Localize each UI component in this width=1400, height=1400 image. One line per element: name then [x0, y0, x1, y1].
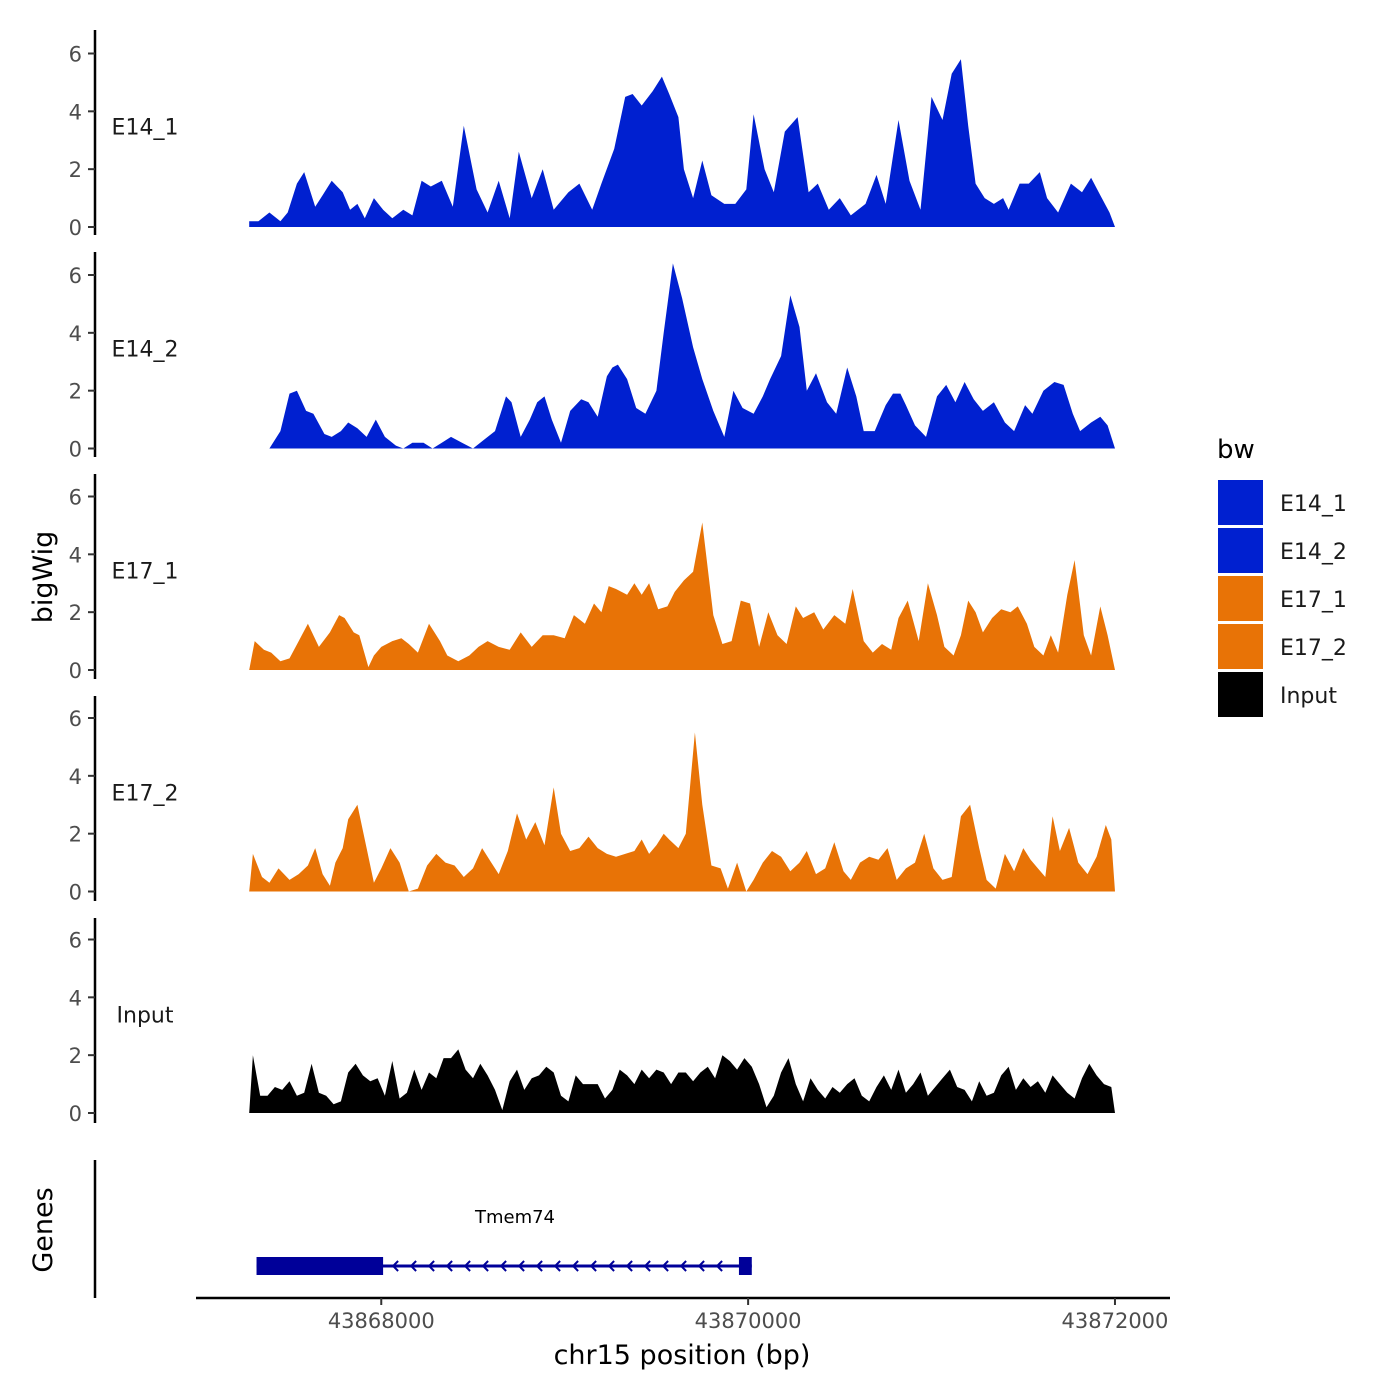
- track-label-e17-2: E17_2: [112, 782, 179, 807]
- strand-arrow-icon: [715, 1260, 723, 1272]
- y-tick-label: 6: [69, 264, 82, 288]
- y-tick-label: 0: [69, 659, 82, 683]
- series-area-e17-2: [249, 732, 1115, 892]
- y-tick-label: 0: [69, 216, 82, 240]
- legend-swatch-e14-2: [1218, 528, 1263, 573]
- y-tick-label: 4: [69, 100, 82, 124]
- track-label-input: Input: [117, 1004, 174, 1029]
- legend-label-e14-2: E14_2: [1280, 540, 1347, 565]
- legend-label-input: Input: [1280, 684, 1337, 709]
- legend-swatch-e14-1: [1218, 480, 1263, 525]
- genes-axis-title: Genes: [28, 1187, 59, 1272]
- track-panels: 0 2 4 6 E14_1 0 2 4 6 E14_2 0 2 4 6 E17_1 0 2 4 6 E17_2 0 2 4 6…: [69, 30, 1115, 1126]
- gene-exon: [738, 1257, 752, 1275]
- y-tick-label: 4: [69, 765, 82, 789]
- series-area-e17-1: [249, 522, 1115, 670]
- y-tick-label: 4: [69, 543, 82, 567]
- strand-arrow-icon: [697, 1260, 705, 1272]
- series-area-e14-2: [269, 263, 1115, 449]
- track-input: 0 2 4 6 Input: [69, 918, 1115, 1126]
- track-label-e17-1: E17_1: [112, 560, 179, 585]
- series-area-e14-1: [249, 59, 1115, 227]
- gene-track: Tmem74: [93, 1160, 752, 1298]
- legend-label-e17-1: E17_1: [1280, 588, 1347, 613]
- y-axis-title: bigWig: [28, 531, 59, 624]
- track-label-e14-2: E14_2: [112, 338, 179, 363]
- x-tick-label: 43870000: [695, 1309, 802, 1333]
- strand-arrow-icon: [445, 1260, 453, 1272]
- legend-label-e17-2: E17_2: [1280, 636, 1347, 661]
- strand-arrow-icon: [427, 1260, 435, 1272]
- track-e17-2: 0 2 4 6 E17_2: [69, 696, 1115, 905]
- strand-arrow-icon: [553, 1260, 561, 1272]
- legend-swatch-e17-1: [1218, 576, 1263, 621]
- y-tick-label: 2: [69, 601, 82, 625]
- y-tick-label: 0: [69, 438, 82, 462]
- legend-swatch-input: [1218, 672, 1263, 717]
- track-e14-2: 0 2 4 6 E14_2: [69, 252, 1115, 462]
- strand-arrow-icon: [643, 1260, 651, 1272]
- track-e14-1: 0 2 4 6 E14_1: [69, 30, 1115, 240]
- y-tick-label: 2: [69, 1044, 82, 1068]
- y-tick-label: 0: [69, 1102, 82, 1126]
- y-tick-label: 2: [69, 380, 82, 404]
- legend-label-e14-1: E14_1: [1280, 492, 1347, 517]
- y-tick-label: 6: [69, 707, 82, 731]
- track-e17-1: 0 2 4 6 E17_1: [69, 474, 1115, 683]
- strand-arrow-icon: [463, 1260, 471, 1272]
- strand-arrow-icon: [499, 1260, 507, 1272]
- strand-arrow-icon: [517, 1260, 525, 1272]
- strand-arrow-icon: [571, 1260, 579, 1272]
- y-tick-label: 6: [69, 486, 82, 510]
- strand-arrow-icon: [625, 1260, 633, 1272]
- gene-exon: [256, 1257, 384, 1275]
- legend-title: bw: [1217, 435, 1255, 465]
- track-label-e14-1: E14_1: [112, 116, 179, 141]
- legend-swatch-e17-2: [1218, 624, 1263, 669]
- strand-arrow-icon: [661, 1260, 669, 1272]
- strand-arrow-icon: [679, 1260, 687, 1272]
- y-tick-label: 4: [69, 986, 82, 1010]
- y-tick-label: 0: [69, 881, 82, 905]
- strand-arrow-icon: [409, 1260, 417, 1272]
- y-tick-label: 6: [69, 43, 82, 67]
- y-tick-label: 2: [69, 823, 82, 847]
- y-tick-label: 2: [69, 158, 82, 182]
- x-tick-label: 43868000: [328, 1309, 435, 1333]
- series-area-input: [249, 1049, 1115, 1113]
- strand-arrow-icon: [607, 1260, 615, 1272]
- strand-arrow-icon: [391, 1260, 399, 1272]
- y-tick-label: 4: [69, 322, 82, 346]
- strand-arrow-icon: [535, 1260, 543, 1272]
- x-axis-title: chr15 position (bp): [554, 1340, 811, 1371]
- strand-arrow-icon: [589, 1260, 597, 1272]
- strand-arrow-icon: [481, 1260, 489, 1272]
- y-tick-label: 6: [69, 929, 82, 953]
- gene-name-label: Tmem74: [474, 1207, 555, 1228]
- legend: bw E14_1 E14_2 E17_1 E17_2 Input: [1217, 435, 1347, 717]
- x-axis: 43868000 43870000 43872000: [196, 1296, 1170, 1333]
- x-tick-label: 43872000: [1062, 1309, 1169, 1333]
